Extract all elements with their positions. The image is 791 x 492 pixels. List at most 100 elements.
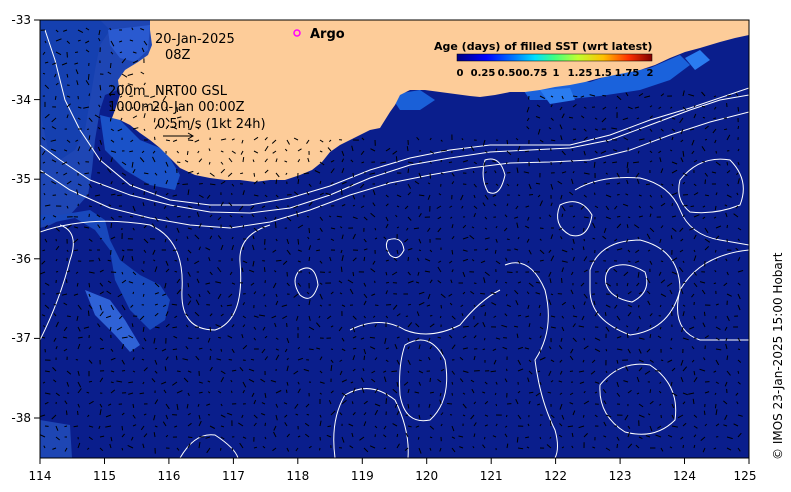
velocity-vector (164, 366, 167, 372)
velocity-vector (689, 128, 695, 131)
velocity-vector (77, 161, 80, 165)
velocity-vector (174, 270, 178, 273)
velocity-vector (175, 91, 178, 97)
velocity-vector (282, 260, 288, 265)
velocity-vector (297, 346, 301, 350)
velocity-vector (472, 446, 475, 449)
velocity-vector (561, 267, 564, 273)
velocity-vector (506, 139, 509, 145)
velocity-vector (85, 27, 90, 31)
velocity-vector (440, 423, 443, 427)
velocity-vector (583, 216, 589, 219)
velocity-vector (66, 315, 71, 318)
velocity-vector (484, 150, 488, 154)
velocity-vector (319, 150, 323, 153)
velocity-vector (65, 410, 68, 416)
velocity-vector (98, 425, 101, 429)
velocity-vector (374, 388, 379, 394)
velocity-vector (121, 336, 128, 339)
velocity-vector (693, 234, 697, 240)
velocity-vector (242, 324, 246, 328)
velocity-vector (524, 347, 530, 350)
velocity-vector (583, 172, 590, 175)
velocity-vector (107, 71, 112, 75)
velocity-vector (198, 246, 201, 251)
velocity-vector (264, 169, 269, 174)
velocity-vector (110, 40, 115, 47)
velocity-vector (121, 271, 124, 275)
velocity-vector (549, 278, 552, 284)
velocity-vector (275, 179, 278, 185)
velocity-vector (525, 205, 530, 208)
velocity-vector (504, 214, 508, 218)
velocity-vector (539, 381, 542, 385)
x-tick-label: 121 (480, 469, 503, 483)
velocity-vector (154, 312, 159, 317)
velocity-vector (328, 139, 332, 142)
velocity-vector (726, 293, 732, 297)
velocity-vector (638, 367, 643, 372)
velocity-vector (659, 381, 662, 384)
velocity-vector (99, 304, 102, 311)
velocity-vector (726, 161, 729, 166)
velocity-vector (471, 226, 475, 229)
velocity-vector (451, 425, 455, 432)
velocity-vector (341, 255, 344, 262)
velocity-vector (77, 326, 81, 332)
velocity-vector (625, 325, 629, 328)
velocity-vector (484, 414, 489, 417)
velocity-vector (77, 183, 82, 187)
velocity-vector (725, 258, 728, 262)
velocity-vector (682, 311, 685, 317)
velocity-vector (550, 117, 554, 121)
velocity-vector (627, 304, 633, 308)
velocity-vector (438, 193, 442, 196)
velocity-vector (196, 172, 200, 175)
velocity-vector (165, 356, 169, 361)
velocity-vector (186, 150, 189, 155)
velocity-vector (319, 370, 323, 374)
velocity-vector (737, 348, 741, 351)
velocity-vector (418, 213, 422, 218)
velocity-vector (681, 326, 684, 333)
velocity-vector (316, 249, 321, 252)
velocity-vector (165, 311, 169, 317)
velocity-vector (660, 225, 664, 229)
velocity-vector (670, 149, 673, 152)
velocity-vector (658, 106, 662, 110)
velocity-vector (635, 444, 640, 449)
velocity-vector (495, 183, 499, 186)
velocity-vector (97, 146, 101, 152)
velocity-vector (634, 224, 640, 229)
velocity-vector (559, 423, 563, 427)
velocity-vector (308, 245, 312, 251)
velocity-vector (229, 224, 233, 229)
velocity-vector (416, 136, 420, 141)
velocity-vector (473, 422, 477, 427)
depth-1000-label: 1000m (108, 100, 154, 115)
velocity-vector (605, 172, 608, 175)
velocity-vector (127, 444, 134, 449)
velocity-vector (143, 433, 148, 438)
velocity-vector (128, 392, 134, 395)
velocity-vector (253, 315, 259, 318)
velocity-vector (370, 212, 376, 218)
velocity-vector (176, 390, 183, 394)
velocity-vector (669, 446, 673, 449)
velocity-vector (339, 370, 343, 376)
velocity-vector (451, 235, 455, 240)
velocity-vector (121, 370, 126, 372)
velocity-vector (737, 282, 741, 286)
velocity-vector (396, 381, 399, 387)
velocity-vector (175, 355, 178, 361)
velocity-vector (548, 299, 552, 306)
velocity-vector (515, 398, 519, 405)
velocity-vector (119, 40, 123, 43)
velocity-vector (53, 379, 57, 383)
velocity-vector (583, 301, 586, 306)
velocity-vector (561, 414, 565, 420)
velocity-vector (679, 117, 684, 124)
velocity-vector (197, 202, 200, 207)
velocity-vector (43, 193, 46, 196)
velocity-vector (682, 204, 688, 207)
